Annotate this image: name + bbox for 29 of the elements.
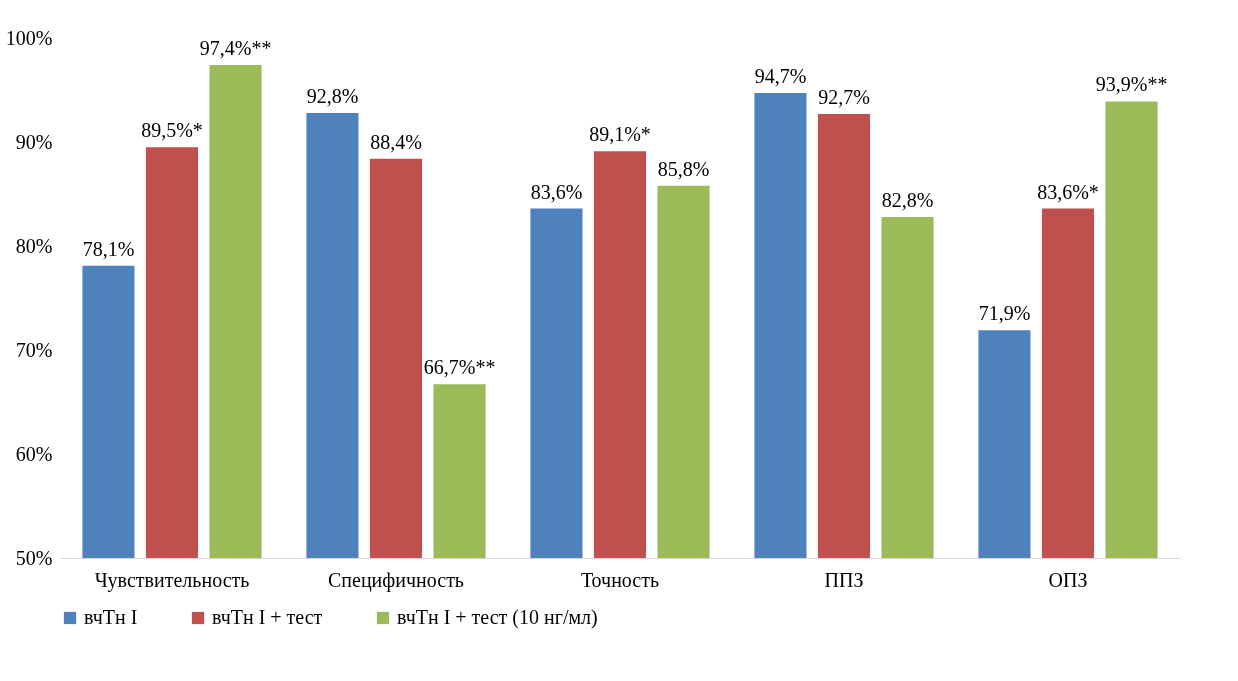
x-tick-label: Специфичность	[328, 568, 464, 592]
data-label: 94,7%	[754, 65, 807, 88]
data-label: 83,6%*	[1037, 180, 1099, 203]
x-tick-label: Чувствительность	[94, 568, 250, 592]
data-label: 97,4%**	[199, 37, 272, 60]
legend-label: вчТн I	[84, 606, 138, 628]
y-tick-label: 60%	[15, 442, 53, 465]
y-tick-label: 100%	[5, 26, 53, 49]
data-label: 82,8%	[881, 188, 934, 211]
x-tick-label: ОПЗ	[1048, 568, 1088, 591]
data-label: 92,8%	[306, 84, 359, 107]
y-tick-label: 70%	[15, 338, 53, 361]
data-label: 92,7%	[818, 85, 870, 108]
legend-label: вчТн I + тест	[212, 606, 323, 628]
x-tick-label: ППЗ	[824, 568, 864, 591]
data-label: 83,6%	[530, 180, 583, 203]
data-label: 71,9%	[978, 302, 1031, 325]
data-label: 78,1%	[82, 237, 135, 260]
data-label: 89,1%*	[589, 123, 651, 146]
legend-label: вчТн I + тест (10 нг/мл)	[397, 606, 598, 629]
data-label: 66,7%**	[423, 356, 496, 379]
y-tick-label: 90%	[15, 130, 53, 153]
data-label: 85,8%	[657, 157, 710, 180]
data-label: 89,5%*	[141, 119, 203, 142]
data-label: 93,9%**	[1095, 73, 1168, 96]
y-tick-label: 50%	[15, 546, 53, 569]
x-tick-label: Точность	[580, 568, 660, 591]
data-label: 88,4%	[370, 130, 422, 153]
y-tick-label: 80%	[15, 234, 53, 257]
